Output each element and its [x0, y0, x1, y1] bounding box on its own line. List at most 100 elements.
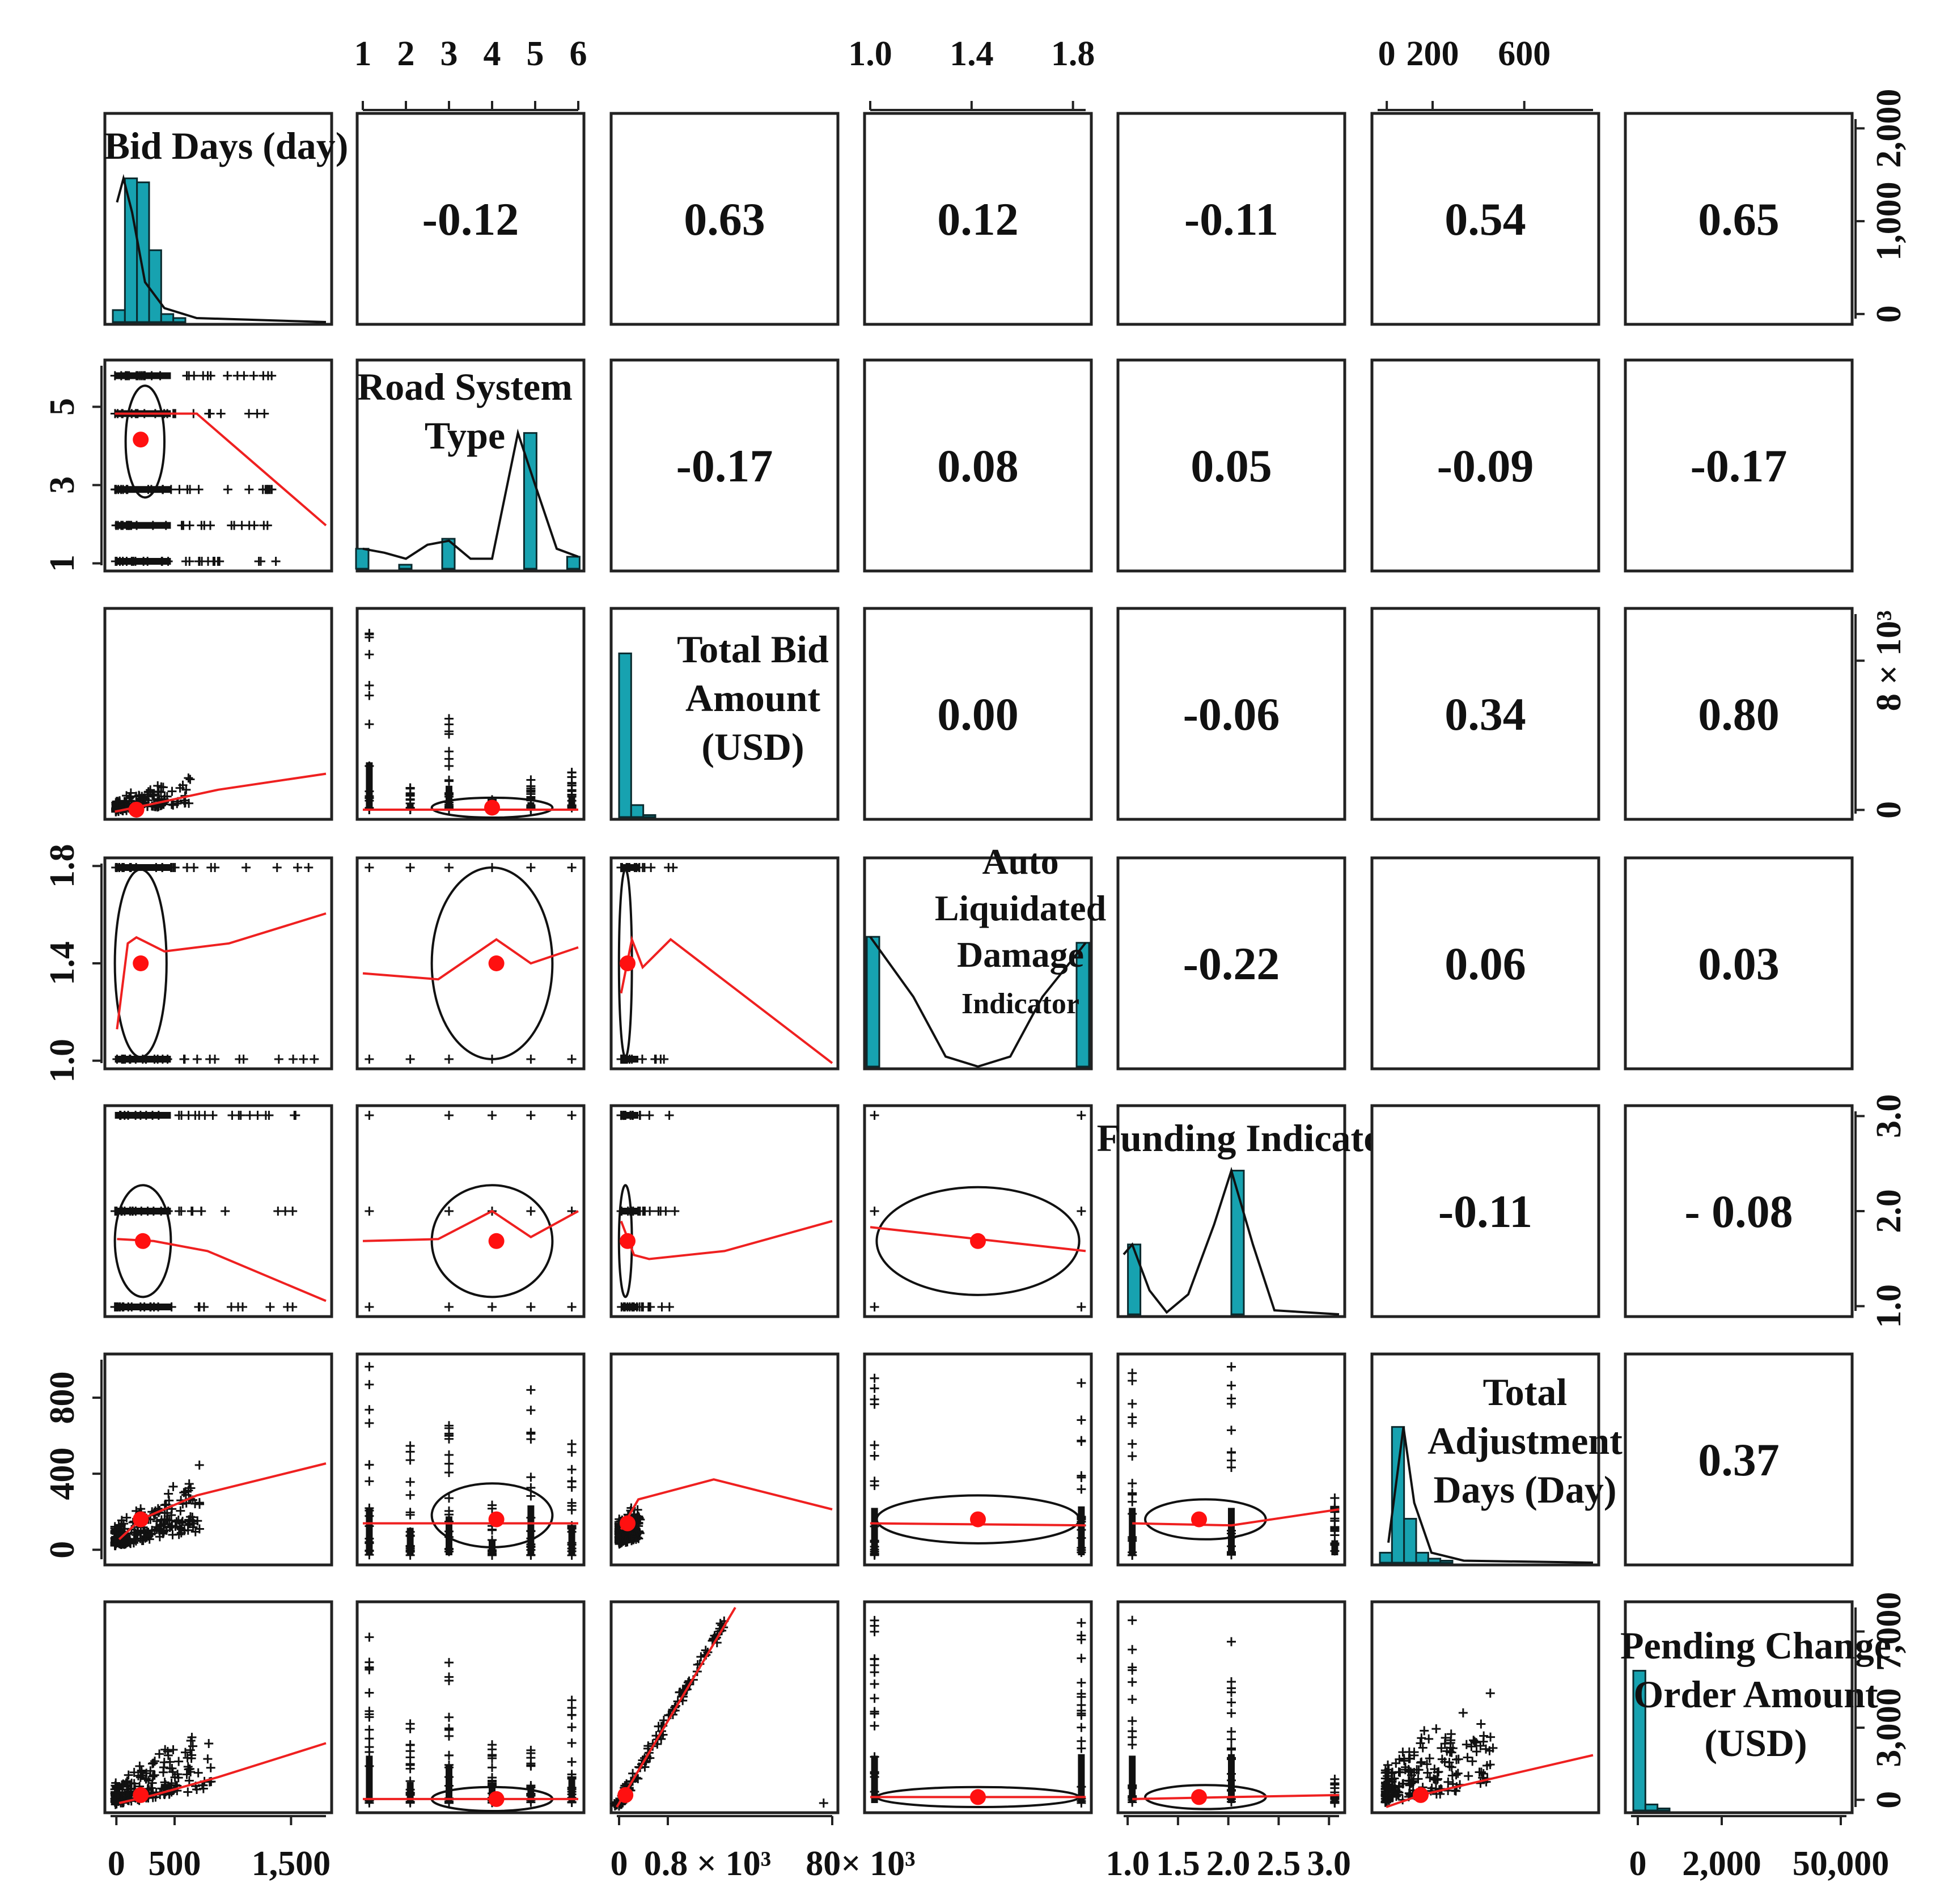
tick-label: 1: [43, 555, 82, 572]
histogram-bar: [398, 564, 413, 570]
histogram-bar: [160, 313, 175, 323]
tick-label: 1: [354, 35, 372, 73]
panel-r0-c6: 0.65: [1624, 112, 1854, 326]
tick-label: 80× 10³: [806, 1844, 915, 1883]
histogram-bar: [172, 317, 187, 323]
variable-label: Days (Day): [1434, 1468, 1617, 1511]
panel-frame: [103, 607, 333, 821]
tick-label: 0: [1870, 801, 1908, 819]
correlation-value: 0.05: [1191, 440, 1272, 492]
panel-r3-c1: [355, 856, 586, 1071]
density-curve: [1387, 1427, 1594, 1564]
panel-r4-c1: [355, 1104, 586, 1318]
panel-r2-c3: 0.00: [863, 607, 1093, 821]
variable-label: Auto: [982, 841, 1058, 882]
density-curve: [116, 174, 327, 323]
panel-r3-c3: Auto Liquidated Damage Indicator: [863, 841, 1106, 1071]
centroid-point: [970, 1233, 986, 1249]
panel-r6-c2: [609, 1600, 840, 1814]
panel-frame: [355, 607, 586, 821]
histogram-bar: [1427, 1558, 1442, 1564]
scatter-points: [616, 1111, 680, 1311]
panel-r6-c4: [1116, 1600, 1346, 1814]
panel-r6-c3: [863, 1600, 1093, 1814]
tick-label: 0.8 × 10³: [644, 1844, 771, 1883]
correlation-ellipse: [430, 866, 554, 1060]
panel-r6-c1: [355, 1600, 586, 1814]
panel-frame: [355, 1104, 586, 1318]
panel-r0-c2: 0.63: [609, 112, 840, 326]
loess-line: [1132, 1793, 1340, 1800]
histogram-bar: [1075, 942, 1090, 1068]
panel-frame: [863, 607, 1093, 821]
variable-label: Pending Change: [1620, 1624, 1891, 1667]
tick-label: 400: [43, 1448, 82, 1500]
tick-label: 1.0: [1870, 1284, 1908, 1328]
tick-label: 0: [611, 1844, 628, 1883]
centroid-point: [133, 1511, 149, 1528]
loess-line: [116, 912, 327, 1030]
tick-label: 1,500: [252, 1844, 331, 1883]
panel-r1-c2: -0.17: [609, 358, 840, 573]
panel-frame: [609, 607, 840, 821]
centroid-point: [970, 1789, 986, 1805]
panel-r5-c6: 0.37: [1624, 1352, 1854, 1567]
centroid-point: [620, 955, 636, 971]
tick-label: 2: [397, 35, 415, 73]
histogram-bar: [642, 814, 656, 818]
panel-r6-c5: [1370, 1600, 1600, 1814]
tick-label: 1,000: [1870, 181, 1908, 261]
panel-r2-c2: Total Bid Amount (USD): [609, 607, 840, 821]
centroid-point: [1191, 1511, 1207, 1528]
variable-label: Total: [1483, 1370, 1568, 1414]
scatter-points: [870, 1615, 1086, 1808]
tick-label: 2.5: [1257, 1844, 1301, 1883]
histogram-bar: [355, 548, 370, 570]
panel-frame: [863, 112, 1093, 326]
panel-r3-c4: -0.22: [1116, 856, 1346, 1071]
panel-frame: [1116, 358, 1346, 573]
tick-label: 3,000: [1870, 1688, 1908, 1767]
correlation-value: 0.37: [1698, 1434, 1780, 1486]
panel-r4-c6: - 0.08: [1624, 1104, 1854, 1318]
tick-label: 4: [484, 35, 501, 73]
tick-label: 3: [43, 476, 82, 494]
histogram-bar: [1127, 1243, 1142, 1315]
centroid-point: [617, 1787, 634, 1803]
histogram-bar: [1403, 1518, 1417, 1564]
variable-label: Order Amount: [1633, 1673, 1878, 1716]
panel-r4-c3: [863, 1104, 1093, 1318]
density-curve: [362, 428, 579, 560]
panel-frame: [355, 856, 586, 1071]
tick-label: 3: [440, 35, 458, 73]
variable-label: Liquidated: [935, 888, 1106, 928]
scatter-points: [870, 1373, 1086, 1560]
panel-frame: [1624, 1352, 1854, 1567]
tick-label: 3.0: [1307, 1844, 1351, 1883]
correlation-value: -0.06: [1183, 688, 1280, 740]
panel-frame: [609, 358, 840, 573]
tick-label: 1.8: [1051, 35, 1095, 73]
tick-label: 1.4: [950, 35, 994, 73]
tick-label: 7,000: [1870, 1592, 1908, 1672]
histogram-bar: [1391, 1426, 1405, 1564]
panel-r0-c3: 0.12: [863, 112, 1093, 326]
panel-r3-c6: 0.03: [1624, 856, 1854, 1071]
panel-r1-c5: -0.09: [1370, 358, 1600, 573]
panel-frame: [863, 1104, 1093, 1318]
panel-frame: [103, 856, 333, 1071]
histogram-bar: [1657, 1807, 1671, 1812]
correlation-value: 0.08: [937, 440, 1019, 492]
panel-r5-c2: [609, 1352, 840, 1567]
correlation-ellipse: [430, 1482, 554, 1548]
panel-r0-c0: Bid Days (day): [103, 112, 348, 326]
centroid-point: [488, 1511, 505, 1528]
centroid-point: [484, 799, 500, 816]
correlation-value: 0.03: [1698, 938, 1780, 989]
panel-frame: [863, 1352, 1093, 1567]
histogram-bar: [124, 177, 138, 323]
correlation-value: -0.09: [1437, 440, 1534, 492]
centroid-point: [133, 955, 149, 971]
loess-line: [1132, 1508, 1340, 1527]
